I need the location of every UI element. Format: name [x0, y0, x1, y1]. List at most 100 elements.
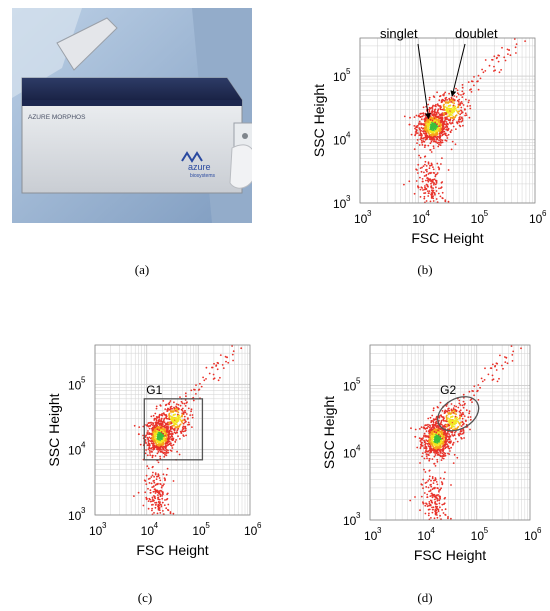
data-point — [429, 172, 432, 175]
data-point — [155, 432, 158, 435]
data-point — [438, 113, 441, 116]
data-point — [231, 353, 234, 356]
data-point — [419, 462, 421, 464]
data-point — [450, 427, 453, 429]
data-point — [167, 449, 169, 452]
data-point — [457, 112, 460, 115]
data-point — [439, 506, 441, 509]
data-point — [450, 408, 453, 411]
data-point — [180, 408, 183, 411]
data-point — [166, 497, 169, 500]
data-point — [162, 423, 164, 425]
data-point — [167, 417, 169, 420]
data-point — [511, 354, 514, 356]
data-point — [447, 200, 450, 203]
data-point — [454, 107, 457, 110]
data-point — [437, 425, 440, 427]
data-point — [436, 458, 439, 461]
data-point — [468, 412, 471, 415]
data-point — [453, 453, 456, 456]
data-point — [455, 87, 457, 90]
data-point — [151, 509, 153, 512]
data-point — [444, 139, 447, 142]
data-point — [169, 512, 172, 515]
data-point — [442, 448, 445, 450]
data-point — [158, 416, 161, 419]
data-point — [152, 454, 154, 457]
data-point — [225, 360, 227, 363]
data-point — [167, 407, 169, 410]
data-point — [162, 442, 164, 445]
data-point — [151, 496, 154, 499]
data-point — [422, 114, 425, 116]
data-point — [461, 116, 463, 119]
data-point — [150, 450, 153, 453]
data-point — [428, 458, 431, 460]
data-point — [155, 418, 158, 420]
data-point — [415, 128, 418, 131]
data-point — [156, 428, 159, 431]
data-point — [443, 100, 446, 102]
data-point — [182, 428, 185, 430]
data-point — [171, 407, 174, 410]
data-point — [154, 430, 157, 433]
data-point — [147, 422, 150, 424]
data-point — [434, 454, 437, 456]
data-point — [448, 440, 451, 443]
data-point — [142, 504, 145, 507]
data-point — [458, 110, 460, 113]
data-point — [437, 446, 440, 448]
data-point — [458, 410, 461, 413]
data-point — [437, 451, 439, 454]
x-tick-exponent: 5 — [484, 526, 489, 535]
data-point — [173, 401, 175, 404]
data-point — [173, 429, 176, 432]
data-point — [440, 518, 442, 520]
data-point — [161, 501, 164, 504]
data-point — [438, 430, 441, 433]
data-point — [476, 390, 478, 393]
data-point — [446, 99, 448, 101]
data-point — [424, 424, 426, 427]
y-tick-label: 10 — [68, 444, 82, 458]
data-point — [436, 516, 439, 519]
data-point — [434, 140, 436, 143]
data-point — [434, 440, 436, 443]
data-point — [428, 98, 431, 101]
data-point — [152, 424, 154, 427]
data-point — [199, 382, 201, 385]
x-tick-label: 10 — [354, 212, 368, 226]
data-point — [424, 128, 426, 131]
data-point — [429, 489, 432, 492]
y-tick-label: 10 — [333, 197, 347, 211]
data-point — [444, 471, 446, 474]
data-point — [171, 424, 174, 427]
data-point — [460, 430, 462, 433]
data-point — [449, 435, 452, 438]
data-point — [159, 457, 162, 460]
data-point — [147, 478, 150, 480]
data-point — [453, 95, 456, 97]
data-point — [170, 415, 173, 418]
data-point — [410, 427, 412, 430]
data-point — [445, 106, 448, 109]
data-point — [491, 374, 494, 377]
data-point — [164, 434, 166, 437]
data-point — [147, 441, 150, 443]
data-point — [430, 140, 433, 143]
data-point — [438, 443, 440, 446]
data-point — [184, 409, 186, 412]
data-point — [181, 421, 184, 424]
data-point — [425, 427, 428, 430]
y-tick-label: 10 — [68, 378, 82, 392]
data-point — [170, 430, 173, 433]
data-point — [156, 441, 159, 444]
data-point — [159, 440, 161, 443]
data-point — [462, 93, 465, 96]
data-point — [431, 135, 434, 137]
data-point — [455, 420, 458, 422]
data-point — [420, 133, 423, 135]
data-point — [459, 432, 462, 435]
data-point — [433, 495, 436, 498]
data-point — [461, 90, 464, 93]
